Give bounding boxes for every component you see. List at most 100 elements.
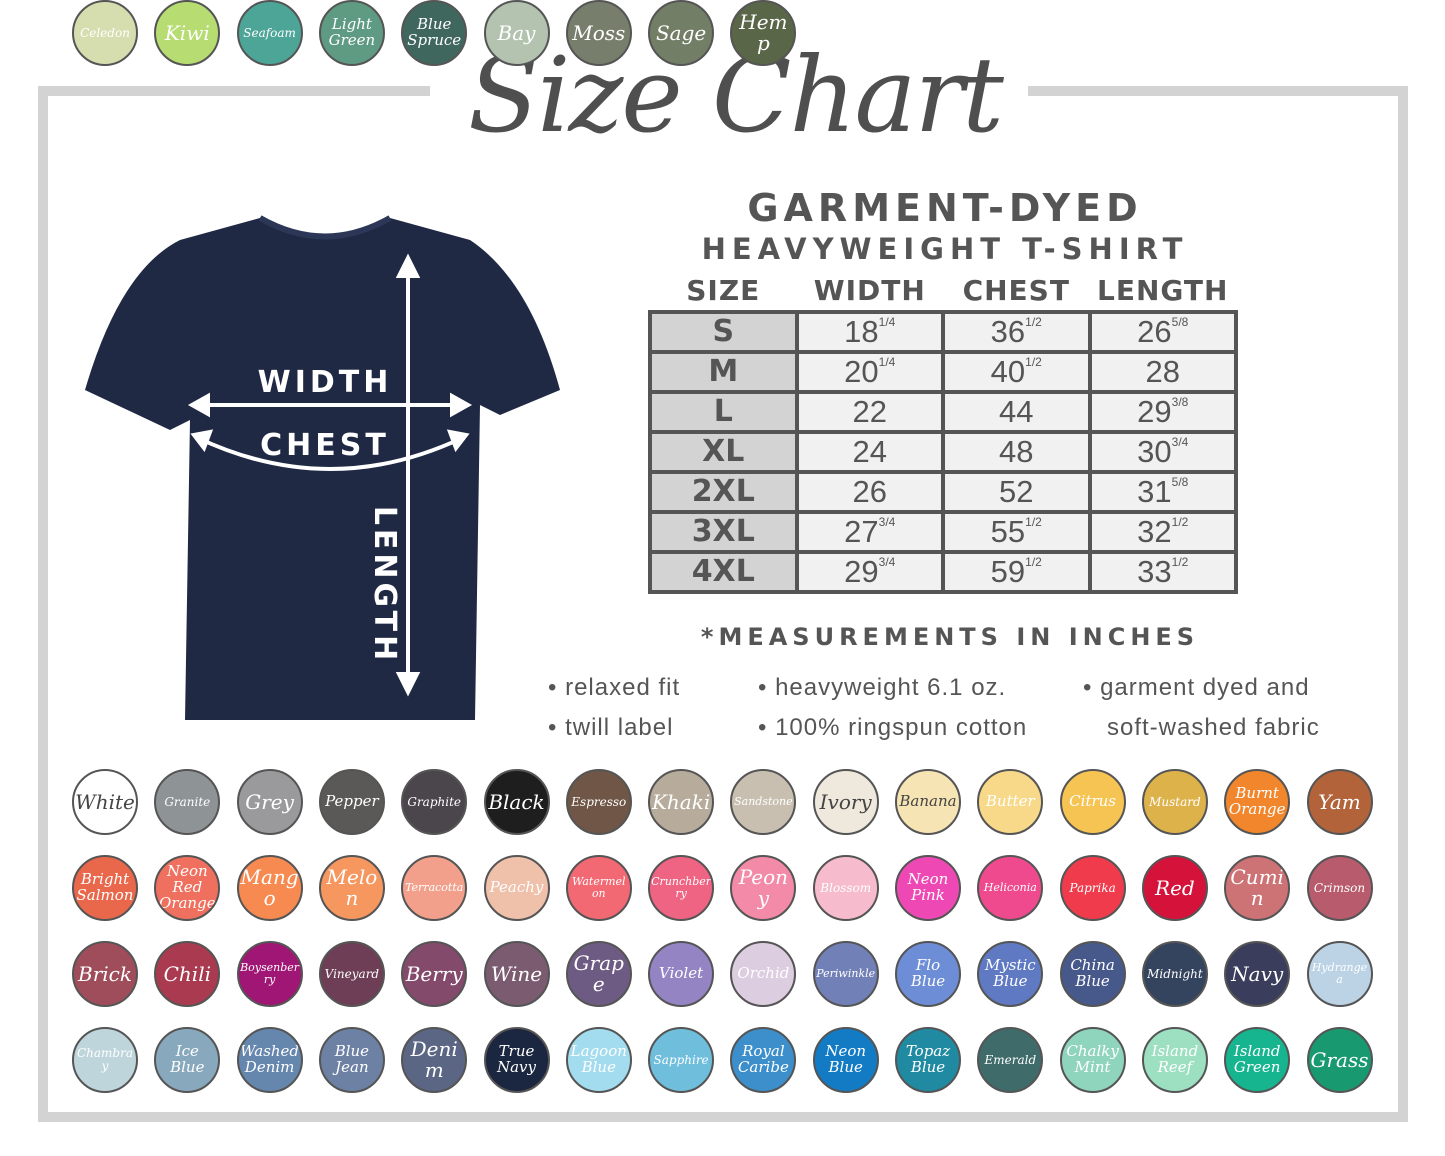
value-whole: 20 bbox=[844, 354, 879, 389]
color-swatch[interactable]: Kiwi bbox=[154, 0, 221, 66]
color-swatch[interactable]: Bright Salmon bbox=[72, 855, 138, 921]
value-whole: 29 bbox=[844, 554, 879, 589]
swatch-label: Ivory bbox=[819, 789, 872, 814]
color-swatch[interactable]: Denim bbox=[401, 1027, 468, 1093]
value-fraction: 1/2 bbox=[1171, 515, 1189, 529]
swatch-label: Chili bbox=[163, 961, 211, 986]
color-swatch[interactable]: Melon bbox=[318, 855, 385, 921]
color-swatch[interactable]: Citrus bbox=[1059, 769, 1126, 835]
swatch-label: Grass bbox=[1310, 1047, 1369, 1072]
color-swatch[interactable]: Blue Jean bbox=[318, 1027, 385, 1093]
color-swatch[interactable]: Island Reef bbox=[1141, 1027, 1208, 1093]
color-swatch[interactable]: Yam bbox=[1306, 769, 1373, 835]
color-swatch[interactable]: Grey bbox=[236, 769, 303, 835]
color-swatch[interactable]: Chili bbox=[154, 941, 221, 1007]
color-swatch[interactable]: Pepper bbox=[318, 769, 385, 835]
color-swatch[interactable]: Wine bbox=[483, 941, 550, 1007]
color-swatch[interactable]: Grass bbox=[1306, 1027, 1373, 1093]
color-swatch[interactable]: Neon Pink bbox=[895, 855, 961, 921]
color-swatch[interactable]: Khaki bbox=[648, 769, 715, 835]
color-swatch[interactable]: Paprika bbox=[1059, 855, 1126, 921]
color-swatch[interactable]: Island Green bbox=[1224, 1027, 1291, 1093]
color-swatch[interactable]: Red bbox=[1141, 855, 1208, 921]
width-arrow-right bbox=[450, 392, 473, 418]
chest-cell: 52 bbox=[941, 470, 1092, 514]
color-swatch[interactable]: Terracotta bbox=[401, 855, 468, 921]
value-fraction: 1/2 bbox=[1025, 355, 1042, 369]
color-swatch[interactable]: Grape bbox=[565, 941, 632, 1007]
color-swatch[interactable]: Burnt Orange bbox=[1224, 769, 1291, 835]
width-label: WIDTH bbox=[258, 365, 393, 400]
color-swatch[interactable]: Lagoon Blue bbox=[565, 1027, 632, 1093]
color-swatch[interactable]: Peony bbox=[730, 855, 797, 921]
color-swatch[interactable]: Moss bbox=[565, 0, 632, 66]
color-swatch[interactable]: Celedon bbox=[72, 0, 138, 66]
color-swatch[interactable]: Hemp bbox=[730, 0, 797, 66]
color-swatch[interactable]: Neon Red Orange bbox=[154, 855, 221, 921]
color-swatch[interactable]: Chambray bbox=[72, 1027, 138, 1093]
size-cell: 4XL bbox=[648, 550, 799, 594]
color-swatch[interactable]: Light Green bbox=[318, 0, 385, 66]
color-swatch[interactable]: White bbox=[72, 769, 138, 835]
swatch-label: Espresso bbox=[571, 794, 627, 809]
color-swatch[interactable]: Berry bbox=[401, 941, 468, 1007]
color-swatch[interactable]: Crimson bbox=[1306, 855, 1373, 921]
chest-arrow-right bbox=[446, 429, 470, 453]
color-swatch[interactable]: Topaz Blue bbox=[895, 1027, 961, 1093]
length-label: LENGTH bbox=[367, 506, 402, 664]
color-swatch[interactable]: Periwinkle bbox=[812, 941, 879, 1007]
color-swatch[interactable]: Bay bbox=[483, 0, 550, 66]
color-swatch[interactable]: Crunchberry bbox=[648, 855, 715, 921]
color-swatch[interactable]: Neon Blue bbox=[812, 1027, 879, 1093]
value-whole: 55 bbox=[990, 514, 1026, 549]
color-swatch[interactable]: Banana bbox=[895, 769, 961, 835]
color-swatch[interactable]: Hydrangea bbox=[1306, 941, 1373, 1007]
color-swatch[interactable]: Butter bbox=[977, 769, 1044, 835]
column-header: WIDTH bbox=[813, 274, 926, 307]
color-swatch[interactable]: China Blue bbox=[1059, 941, 1126, 1007]
color-swatch[interactable]: Seafoam bbox=[236, 0, 303, 66]
color-swatch[interactable]: Mustard bbox=[1141, 769, 1208, 835]
color-swatch[interactable]: Black bbox=[483, 769, 550, 835]
color-swatch[interactable]: Sapphire bbox=[648, 1027, 715, 1093]
color-swatch[interactable]: Vineyard bbox=[318, 941, 385, 1007]
color-swatch[interactable]: Navy bbox=[1224, 941, 1291, 1007]
color-swatch[interactable]: Cumin bbox=[1224, 855, 1291, 921]
chest-label: CHEST bbox=[260, 428, 390, 463]
swatch-label: Neon Pink bbox=[907, 870, 949, 904]
color-swatch[interactable]: Peachy bbox=[483, 855, 550, 921]
color-swatch[interactable]: Ivory bbox=[812, 769, 879, 835]
color-swatch[interactable]: True Navy bbox=[483, 1027, 550, 1093]
color-swatch[interactable]: Brick bbox=[72, 941, 138, 1007]
color-swatch[interactable]: Espresso bbox=[565, 769, 632, 835]
swatch-label: Bright Salmon bbox=[76, 870, 134, 904]
table-row: XL 24 48 303/4 bbox=[648, 430, 1238, 474]
color-swatch[interactable]: Ice Blue bbox=[154, 1027, 221, 1093]
color-swatch[interactable]: Mango bbox=[236, 855, 303, 921]
color-swatch[interactable]: Graphite bbox=[401, 769, 468, 835]
color-swatch[interactable]: Washed Denim bbox=[236, 1027, 303, 1093]
color-swatch[interactable]: Granite bbox=[154, 769, 221, 835]
color-swatch[interactable]: Flo Blue bbox=[895, 941, 961, 1007]
color-swatch[interactable]: Mystic Blue bbox=[977, 941, 1044, 1007]
color-swatch[interactable]: Midnight bbox=[1141, 941, 1208, 1007]
color-swatch[interactable]: Violet bbox=[648, 941, 715, 1007]
swatch-label: Ice Blue bbox=[170, 1042, 205, 1076]
color-swatch[interactable]: Heliconia bbox=[977, 855, 1044, 921]
color-swatch[interactable]: Sandstone bbox=[730, 769, 797, 835]
color-swatch[interactable]: Sage bbox=[648, 0, 715, 66]
swatch-label: Terracotta bbox=[405, 881, 464, 895]
chest-cell: 551/2 bbox=[941, 510, 1092, 554]
color-swatch[interactable]: Emerald bbox=[977, 1027, 1044, 1093]
product-line2: HEAVYWEIGHT T-SHIRT bbox=[701, 232, 1189, 266]
swatch-label: Neon Blue bbox=[825, 1042, 867, 1076]
color-swatch[interactable]: Watermelon bbox=[565, 855, 632, 921]
color-swatch[interactable]: Boysenberry bbox=[236, 941, 303, 1007]
color-swatch[interactable]: Blue Spruce bbox=[401, 0, 468, 66]
value-fraction: 1/4 bbox=[878, 315, 896, 329]
color-swatch[interactable]: Blossom bbox=[812, 855, 879, 921]
color-swatch[interactable]: Royal Caribe bbox=[730, 1027, 797, 1093]
color-swatch[interactable]: Orchid bbox=[730, 941, 797, 1007]
collar bbox=[258, 215, 392, 240]
color-swatch[interactable]: Chalky Mint bbox=[1059, 1027, 1126, 1093]
